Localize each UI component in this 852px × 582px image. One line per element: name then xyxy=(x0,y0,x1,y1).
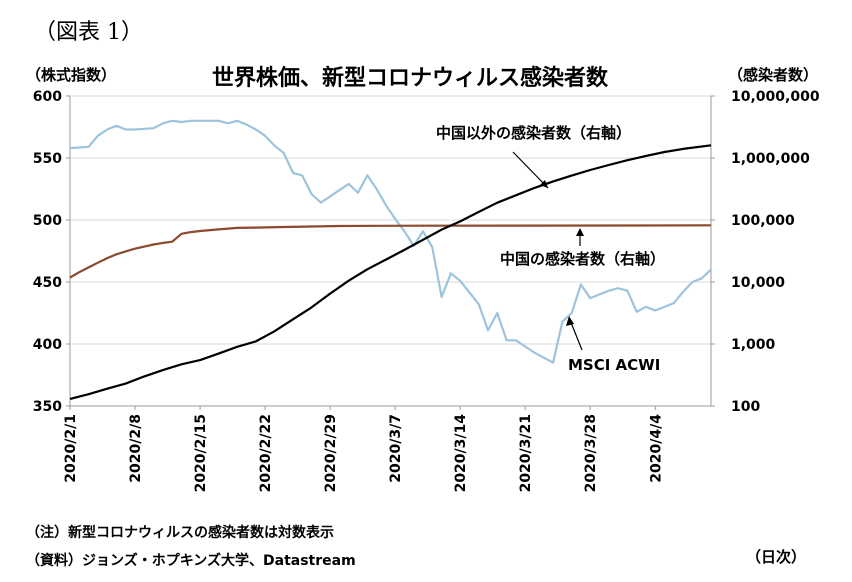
annotation-arrowhead-china xyxy=(576,228,584,236)
left-tick-label: 550 xyxy=(33,151,62,167)
annotation-china: 中国の感染者数（右軸） xyxy=(500,250,665,268)
left-axis-title: （株式指数） xyxy=(26,66,117,84)
right-tick-label: 1,000 xyxy=(731,337,776,353)
left-tick-label: 400 xyxy=(33,337,62,353)
annotation-arrowhead-ex-china xyxy=(540,180,548,188)
right-axis-title: （感染者数） xyxy=(727,66,818,84)
left-tick-label: 450 xyxy=(33,275,62,291)
right-tick-label: 100 xyxy=(731,399,760,415)
right-tick-label: 1,000,000 xyxy=(731,151,810,167)
x-tick-label: 2020/3/21 xyxy=(518,414,534,492)
left-tick-label: 350 xyxy=(33,399,62,415)
x-tick-label: 2020/2/22 xyxy=(258,414,274,492)
x-tick-label: 2020/2/29 xyxy=(323,414,339,492)
figure-label: （図表 1） xyxy=(34,20,143,45)
source-note: （資料）ジョンズ・ホプキンズ大学、Datastream xyxy=(26,553,356,569)
x-tick-label: 2020/4/4 xyxy=(648,414,664,483)
x-tick-label: 2020/2/15 xyxy=(193,414,209,492)
series-line-ex_china xyxy=(69,144,712,400)
annotation-arrow-acwi xyxy=(569,319,583,351)
annotation-arrow-ex-china xyxy=(512,151,549,189)
series-line-china xyxy=(69,224,712,279)
series-line-acwi xyxy=(69,119,712,364)
x-tick-label: 2020/2/8 xyxy=(128,414,144,483)
right-tick-label: 10,000,000 xyxy=(731,89,820,105)
x-tick-label: 2020/3/7 xyxy=(388,414,404,483)
x-tick-label: 2020/3/28 xyxy=(583,414,599,492)
x-tick-label: 2020/2/1 xyxy=(63,414,79,483)
gridlines xyxy=(70,95,711,345)
right-tick-label: 10,000 xyxy=(731,275,785,291)
chart-title: 世界株価、新型コロナウィルス感染者数 xyxy=(211,66,608,91)
annotation-ex-china: 中国以外の感染者数（右軸） xyxy=(436,124,631,142)
series-lines xyxy=(69,119,712,400)
annotation-acwi: MSCI ACWI xyxy=(568,356,660,374)
annotations: 中国以外の感染者数（右軸） 中国の感染者数（右軸） MSCI ACWI xyxy=(436,124,665,374)
right-tick-label: 100,000 xyxy=(731,213,795,229)
footnote: （注）新型コロナウィルスの感染者数は対数表示 xyxy=(26,525,334,541)
annotation-arrowhead-acwi xyxy=(566,316,574,326)
x-axis-unit: （日次） xyxy=(746,548,807,566)
axes: 600 10,000,000 550 1,000,000 500 100,000 450 10… xyxy=(33,89,820,492)
left-tick-label: 500 xyxy=(33,213,62,229)
x-tick-label: 2020/3/14 xyxy=(453,414,469,493)
left-tick-label: 600 xyxy=(33,89,62,105)
